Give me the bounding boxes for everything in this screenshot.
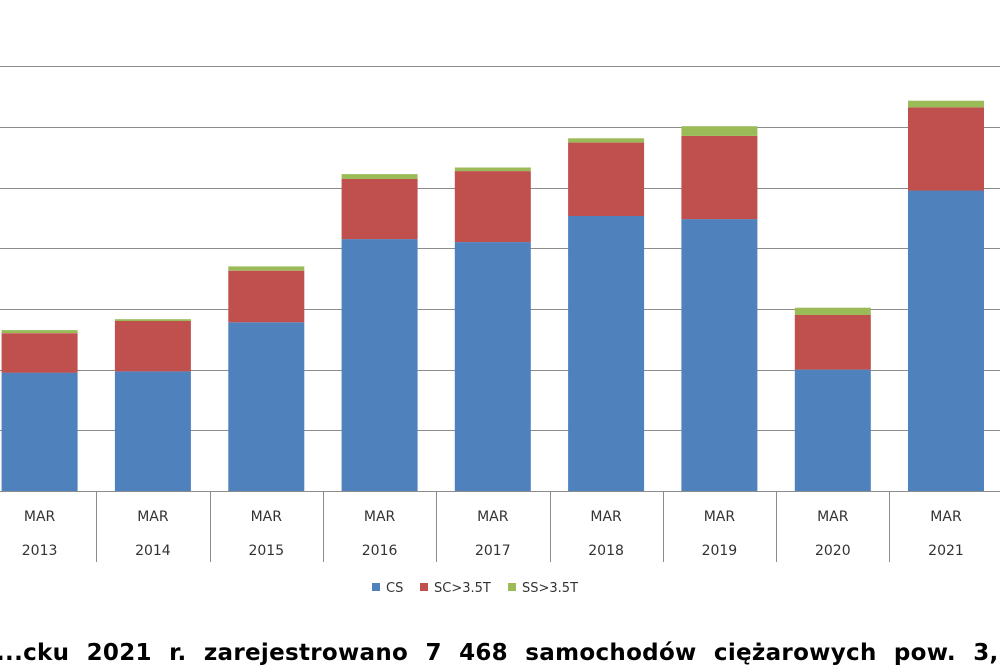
bar-segment-ss-3-5t-2017	[454, 167, 531, 172]
category-label-year: 2018	[588, 543, 624, 559]
bar-segment-cs-2017	[454, 242, 531, 491]
bar-segment-sc-3-5t-2016	[341, 179, 418, 240]
category-label-year: 2015	[248, 543, 284, 559]
bar-segment-ss-3-5t-2013	[1, 330, 78, 334]
bar-segment-sc-3-5t-2019	[681, 135, 758, 220]
bars	[1, 100, 984, 491]
bar-segment-sc-3-5t-2018	[568, 142, 645, 216]
category-label-year: 2021	[928, 543, 964, 559]
category-label-month: MAR	[364, 509, 396, 525]
category-label-month: MAR	[24, 509, 56, 525]
category-label-month: MAR	[590, 509, 622, 525]
legend-label: SC>3.5T	[434, 581, 491, 596]
category-label-year: 2013	[22, 543, 58, 559]
legend-swatch-ss-3-5t	[508, 583, 516, 591]
legend: CS SC>3.5T SS>3.5T	[372, 581, 578, 596]
bar-segment-cs-2021	[908, 190, 984, 491]
category-label-month: MAR	[137, 509, 169, 525]
bar-segment-cs-2018	[568, 216, 645, 491]
bar-segment-sc-3-5t-2014	[114, 321, 191, 372]
category-label-month: MAR	[930, 509, 962, 525]
bar-segment-cs-2014	[114, 371, 191, 491]
bar-segment-ss-3-5t-2019	[681, 126, 758, 136]
bar-segment-sc-3-5t-2020	[794, 315, 871, 370]
bar-segment-ss-3-5t-2020	[794, 307, 871, 315]
legend-swatch-cs	[372, 583, 380, 591]
category-label-year: 2017	[475, 543, 511, 559]
bar-segment-cs-2016	[341, 239, 418, 491]
legend-label: CS	[386, 581, 403, 596]
category-axis: MAR 2013 MAR 2014 MAR 2015 MAR 2016 MAR 2017 MAR 20…	[0, 491, 1000, 562]
bar-segment-cs-2013	[1, 372, 78, 491]
bar-segment-ss-3-5t-2014	[114, 319, 191, 321]
bar-segment-sc-3-5t-2015	[228, 270, 305, 323]
legend-label: SS>3.5T	[522, 581, 578, 596]
bar-segment-ss-3-5t-2015	[228, 266, 305, 271]
category-label-year: 2020	[815, 543, 851, 559]
category-label-month: MAR	[817, 509, 849, 525]
bar-segment-cs-2019	[681, 219, 758, 491]
stacked-bar-chart: MAR 2013 MAR 2014 MAR 2015 MAR 2016 MAR 2017 MAR 20…	[0, 66, 1000, 596]
bar-segment-ss-3-5t-2021	[908, 100, 984, 108]
category-label-year: 2014	[135, 543, 171, 559]
bar-segment-cs-2020	[794, 369, 871, 491]
caption-text: ...cku 2021 r. zarejestrowano 7 468 samo…	[0, 640, 1000, 666]
category-label-month: MAR	[704, 509, 736, 525]
bar-segment-ss-3-5t-2016	[341, 174, 418, 179]
category-label-year: 2019	[702, 543, 738, 559]
category-label-month: MAR	[251, 509, 283, 525]
category-label-month: MAR	[477, 509, 509, 525]
legend-swatch-sc-3-5t	[420, 583, 428, 591]
bar-segment-ss-3-5t-2018	[568, 138, 645, 143]
category-label-year: 2016	[362, 543, 398, 559]
bar-segment-sc-3-5t-2021	[908, 107, 984, 191]
bar-segment-cs-2015	[228, 322, 305, 491]
bar-segment-sc-3-5t-2013	[1, 333, 78, 373]
bar-segment-sc-3-5t-2017	[454, 171, 531, 243]
